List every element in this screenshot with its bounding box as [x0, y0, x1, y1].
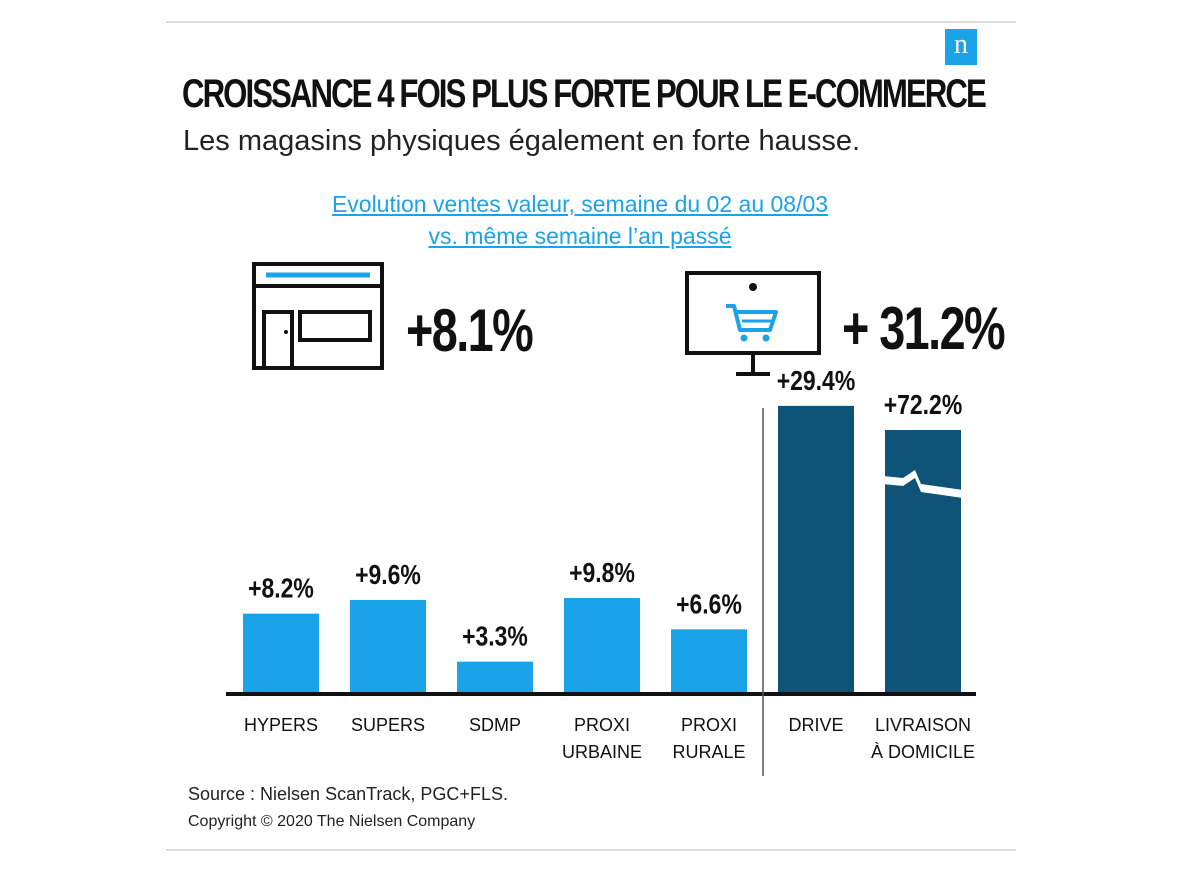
category-label: HYPERS	[244, 715, 318, 735]
computer-cart-icon	[685, 271, 821, 376]
bar-value-label: +3.3%	[462, 622, 528, 653]
bottom-divider	[166, 849, 1016, 851]
page-subtitle: Les magasins physiques également en fort…	[183, 125, 861, 157]
bar-0	[243, 613, 319, 694]
store-growth-value: +8.1%	[406, 297, 534, 364]
category-label: À DOMICILE	[871, 742, 975, 762]
chart-caption-line-2: vs. même semaine l’an passé	[428, 223, 732, 249]
bar-5	[778, 405, 854, 694]
category-label: SUPERS	[351, 715, 425, 735]
bar-1	[350, 599, 426, 694]
category-label: PROXI	[681, 715, 737, 735]
bar-value-label: +72.2%	[884, 390, 963, 421]
category-label: SDMP	[469, 715, 521, 735]
top-divider	[166, 21, 1016, 23]
axis-break-mark	[883, 470, 963, 498]
store-icon	[252, 262, 384, 370]
bar-2	[457, 661, 533, 694]
category-label: PROXI	[574, 715, 630, 735]
bar-3	[564, 597, 640, 694]
bar-4	[671, 629, 747, 694]
bar-6	[885, 430, 961, 694]
category-label: URBAINE	[562, 742, 642, 762]
bar-value-label: +6.6%	[676, 589, 742, 620]
copyright-note: Copyright © 2020 The Nielsen Company	[188, 813, 476, 830]
bar-value-label: +9.6%	[355, 560, 421, 591]
bar-value-label: +29.4%	[777, 366, 856, 397]
source-note: Source : Nielsen ScanTrack, PGC+FLS.	[188, 784, 508, 804]
category-label: LIVRAISON	[875, 715, 971, 735]
nielsen-logo: n	[945, 29, 977, 65]
online-growth-value: + 31.2%	[842, 295, 1006, 362]
bar-value-label: +8.2%	[248, 574, 314, 605]
category-label: RURALE	[672, 742, 745, 762]
chart-caption-line-1: Evolution ventes valeur, semaine du 02 a…	[331, 191, 829, 217]
bar-value-label: +9.8%	[569, 558, 635, 589]
category-label: DRIVE	[788, 715, 843, 735]
